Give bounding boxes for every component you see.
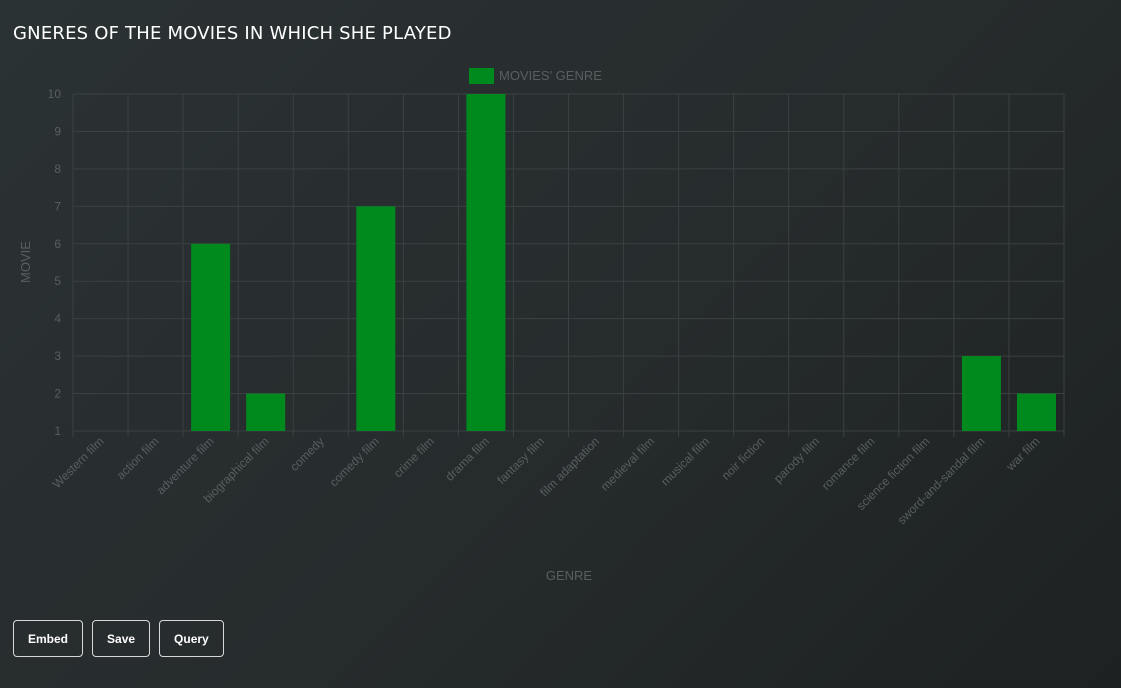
x-tick-label: crime film: [391, 434, 437, 480]
x-axis-title: GENRE: [546, 568, 593, 583]
x-tick-label: comedy film: [327, 434, 382, 489]
bar: [356, 206, 396, 431]
x-tick-label: noir fiction: [719, 434, 768, 483]
save-button[interactable]: Save: [92, 620, 151, 657]
y-tick-label: 1: [54, 424, 61, 438]
x-tick-label: war film: [1003, 434, 1043, 474]
y-tick-label: 6: [54, 237, 61, 251]
y-tick-label: 2: [54, 387, 61, 401]
x-tick-label: comedy: [287, 434, 327, 474]
x-tick-label: drama film: [443, 434, 493, 484]
legend-swatch: [469, 68, 494, 84]
x-tick-label: action film: [114, 434, 162, 482]
y-axis-title: MOVIE: [18, 241, 33, 283]
y-tick-label: 8: [54, 162, 61, 176]
y-tick-label: 10: [48, 87, 62, 101]
action-buttons: Embed Save Query: [13, 620, 224, 657]
y-tick-label: 3: [54, 349, 61, 363]
y-tick-label: 4: [54, 312, 61, 326]
y-tick-label: 7: [54, 199, 61, 213]
embed-button[interactable]: Embed: [13, 620, 84, 657]
x-tick-label: musical film: [658, 434, 712, 488]
bar: [961, 356, 1001, 431]
bar: [191, 243, 231, 431]
y-tick-label: 9: [54, 124, 61, 138]
y-tick-label: 5: [54, 274, 61, 288]
bar: [466, 94, 506, 431]
x-tick-label: medieval film: [598, 434, 657, 493]
bar: [1016, 393, 1056, 431]
x-tick-label: Western film: [50, 434, 107, 491]
x-tick-label: fantasy film: [494, 434, 547, 487]
query-button[interactable]: Query: [159, 620, 224, 657]
x-tick-label: parody film: [771, 434, 822, 485]
bar: [246, 393, 286, 431]
x-tick-label: romance film: [819, 434, 877, 492]
chart-title: GNERES OF THE MOVIES IN WHICH SHE PLAYED: [13, 23, 452, 44]
legend-label: MOVIES' GENRE: [499, 68, 602, 83]
